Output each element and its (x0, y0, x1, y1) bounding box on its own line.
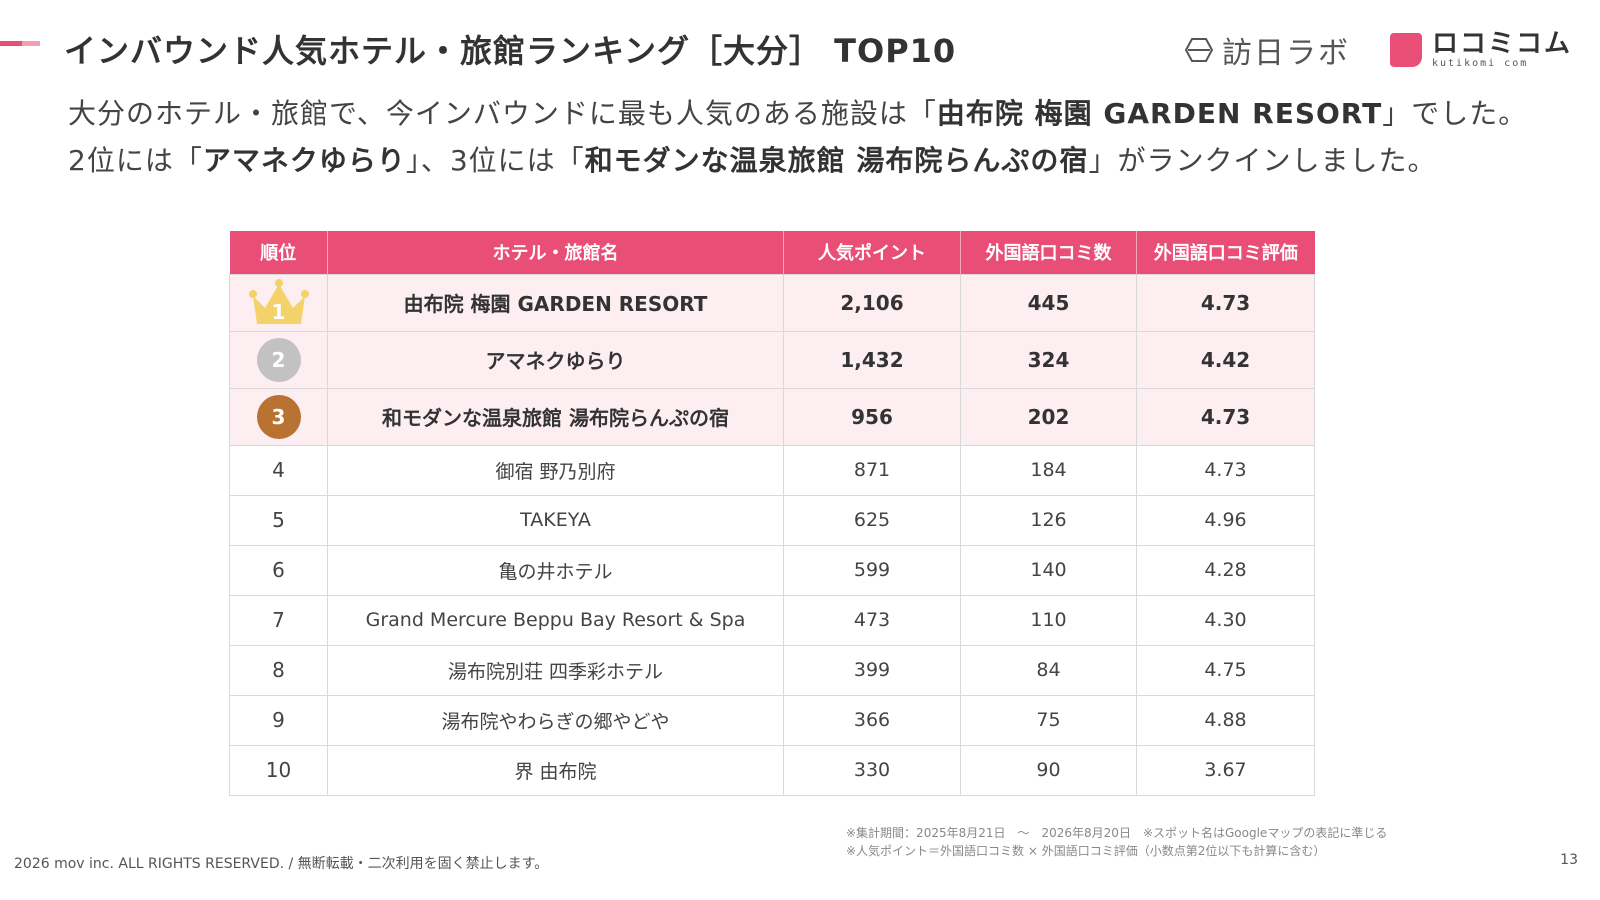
kuchikomi-logo-text: ロコミコム (1431, 29, 1572, 59)
page-number: 13 (1560, 852, 1578, 868)
kuchikomi-com-logo: ロコミコム kutikomi com (1389, 29, 1572, 69)
points-cell: 599 (783, 544, 961, 596)
gold-crown-icon: 1 (247, 278, 311, 328)
hotel-name-cell: TAKEYA (327, 494, 784, 546)
review-rating-cell: 4.73 (1136, 444, 1315, 496)
header-points: 人気ポイント (783, 231, 961, 274)
points-cell: 871 (783, 444, 961, 496)
rank-cell: 9 (229, 694, 328, 746)
points-cell: 956 (783, 387, 961, 446)
points-cell: 366 (783, 694, 961, 746)
table-row: 9 湯布院やわらぎの郷やどや 366 75 4.88 (229, 694, 1315, 746)
points-cell: 399 (783, 644, 961, 696)
table-row: 4 御宿 野乃別府 871 184 4.73 (229, 444, 1315, 496)
table-row: 2 アマネクゆらり 1,432 324 4.42 (229, 330, 1315, 389)
review-rating-cell: 4.88 (1136, 694, 1315, 746)
hotel-name-cell: 湯布院やわらぎの郷やどや (327, 694, 784, 746)
rank-cell: 1 (229, 273, 328, 332)
points-cell: 473 (783, 594, 961, 646)
hotel-name-cell: Grand Mercure Beppu Bay Resort & Spa (327, 594, 784, 646)
review-count-cell: 75 (960, 694, 1137, 746)
hotel-name-cell: 御宿 野乃別府 (327, 444, 784, 496)
review-rating-cell: 4.28 (1136, 544, 1315, 596)
review-rating-cell: 4.73 (1136, 387, 1315, 446)
review-count-cell: 84 (960, 644, 1137, 696)
summary-text: 大分のホテル・旅館で、今インバウンドに最も人気のある施設は「由布院 梅園 GAR… (68, 90, 1527, 184)
summary-highlight-2: アマネクゆらり (202, 144, 406, 177)
footnote-period: ※集計期間：2025年8月21日 〜 2026年8月20日 ※スポット名はGoo… (846, 826, 1388, 840)
review-count-cell: 126 (960, 494, 1137, 546)
summary-line-1: 大分のホテル・旅館で、今インバウンドに最も人気のある施設は「由布院 梅園 GAR… (68, 97, 1528, 130)
houjitsu-logo-text: 訪日ラボ (1221, 36, 1350, 71)
review-count-cell: 90 (960, 744, 1137, 796)
review-count-cell: 110 (960, 594, 1137, 646)
kuchikomi-logo-subtext: kutikomi com (1431, 58, 1529, 69)
header-review-rating: 外国語口コミ評価 (1136, 231, 1315, 274)
rank-cell: 6 (229, 544, 328, 596)
hotel-name-cell: 界 由布院 (327, 744, 784, 796)
table-row: 6 亀の井ホテル 599 140 4.28 (229, 544, 1315, 596)
hotel-name-cell: 湯布院別荘 四季彩ホテル (327, 644, 784, 696)
rank-cell: 2 (229, 330, 328, 389)
rank-cell: 7 (229, 594, 328, 646)
header-name: ホテル・旅館名 (327, 231, 784, 274)
table-row: 3 和モダンな温泉旅館 湯布院らんぷの宿 956 202 4.73 (229, 387, 1315, 446)
table-header-row: 順位 ホテル・旅館名 人気ポイント 外国語口コミ数 外国語口コミ評価 (229, 231, 1315, 274)
table-row: 5 TAKEYA 625 126 4.96 (229, 494, 1315, 546)
rank-cell: 4 (229, 444, 328, 496)
header-rank: 順位 (229, 231, 328, 274)
review-rating-cell: 3.67 (1136, 744, 1315, 796)
review-rating-cell: 4.75 (1136, 644, 1315, 696)
hotel-name-cell: 和モダンな温泉旅館 湯布院らんぷの宿 (327, 387, 784, 446)
rank-cell: 10 (229, 744, 328, 796)
footnotes: ※集計期間：2025年8月21日 〜 2026年8月20日 ※スポット名はGoo… (846, 824, 1387, 860)
accent-bar (0, 41, 40, 46)
header-review-count: 外国語口コミ数 (960, 231, 1137, 274)
review-count-cell: 445 (960, 273, 1137, 332)
review-count-cell: 140 (960, 544, 1137, 596)
page-title: インバウンド人気ホテル・旅館ランキング［大分］ TOP10 (64, 32, 957, 70)
review-rating-cell: 4.73 (1136, 273, 1315, 332)
speech-bubble-icon (1389, 33, 1422, 67)
review-count-cell: 324 (960, 330, 1137, 389)
footnote-formula: ※人気ポイント＝外国語口コミ数 × 外国語口コミ評価（小数点第2位以下も計算に含… (846, 844, 1326, 858)
points-cell: 330 (783, 744, 961, 796)
review-count-cell: 184 (960, 444, 1137, 496)
table-row: 8 湯布院別荘 四季彩ホテル 399 84 4.75 (229, 644, 1315, 696)
table-row: 10 界 由布院 330 90 3.67 (229, 744, 1315, 796)
bronze-medal-icon: 3 (256, 394, 301, 439)
rank-cell: 5 (229, 494, 328, 546)
hotel-name-cell: 亀の井ホテル (327, 544, 784, 596)
points-cell: 1,432 (783, 330, 961, 389)
houjitsu-logo-icon (1184, 38, 1214, 62)
table-row: 1 由布院 梅園 GARDEN RESORT 2,106 445 4.73 (229, 273, 1315, 332)
review-rating-cell: 4.96 (1136, 494, 1315, 546)
points-cell: 625 (783, 494, 961, 546)
review-count-cell: 202 (960, 387, 1137, 446)
ranking-table: 順位 ホテル・旅館名 人気ポイント 外国語口コミ数 外国語口コミ評価 1 由 (229, 231, 1315, 796)
rank-cell: 8 (229, 644, 328, 696)
summary-line-2: 2位には「アマネクゆらり」、3位には「和モダンな温泉旅館 湯布院らんぷの宿」がラ… (68, 144, 1437, 177)
hotel-name-cell: アマネクゆらり (327, 330, 784, 389)
rank-cell: 3 (229, 387, 328, 446)
summary-highlight-1: 由布院 梅園 GARDEN RESORT (936, 97, 1383, 130)
points-cell: 2,106 (783, 273, 961, 332)
hotel-name-cell: 由布院 梅園 GARDEN RESORT (327, 273, 784, 332)
table-row: 7 Grand Mercure Beppu Bay Resort & Spa 4… (229, 594, 1315, 646)
copyright-text: 2026 mov inc. ALL RIGHTS RESERVED. / 無断転… (14, 856, 549, 872)
review-rating-cell: 4.42 (1136, 330, 1315, 389)
logo-group: 訪日ラボ ロコミコム kutikomi com (1184, 28, 1572, 72)
silver-medal-icon: 2 (256, 337, 301, 382)
houjitsu-labo-logo: 訪日ラボ (1184, 28, 1350, 72)
summary-highlight-3: 和モダンな温泉旅館 湯布院らんぷの宿 (584, 144, 1089, 177)
review-rating-cell: 4.30 (1136, 594, 1315, 646)
